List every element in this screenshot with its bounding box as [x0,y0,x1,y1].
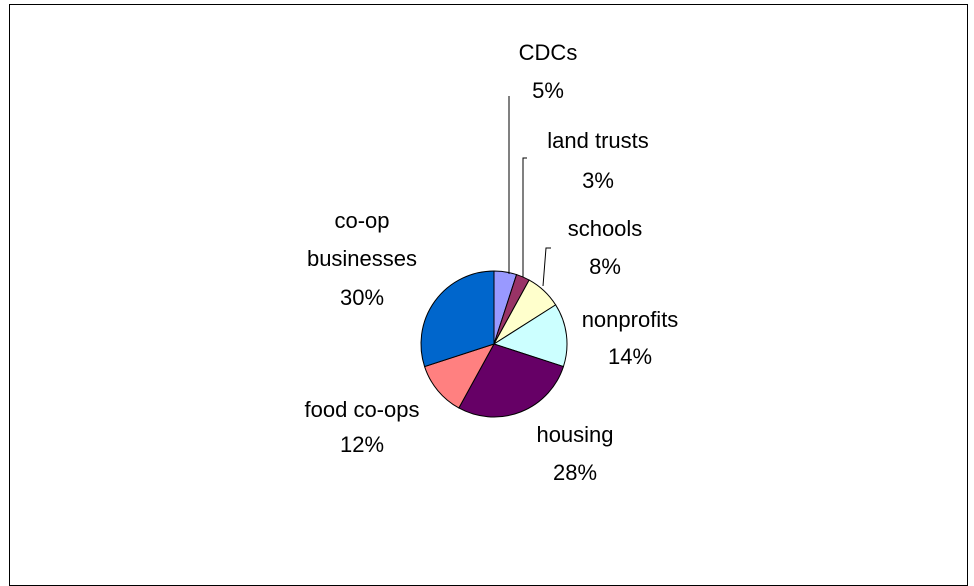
data-label-pct-cdcs: 5% [532,78,564,103]
data-label-food-co-ops: food co-ops [305,397,420,422]
data-label-co-op-businesses: co-op businesses [307,208,417,271]
pie-slice-co-op-businesses [420,270,495,368]
pie-slice-nonprofits [492,304,568,368]
data-label-pct-nonprofits: 14% [608,344,652,369]
data-label-housing: housing [536,422,613,447]
data-label-pct-co-op-businesses: 30% [340,285,384,310]
data-label-schools: schools [568,216,643,241]
data-label-nonprofits: nonprofits [582,307,679,332]
data-label-pct-food-co-ops: 12% [340,432,384,457]
data-label-cdcs: CDCs [519,40,578,65]
data-label-pct-schools: 8% [589,254,621,279]
pie-slice-housing [458,343,565,418]
leader-line-land-trusts [522,157,527,277]
data-label-land-trusts: land trusts [547,128,649,153]
leader-line-schools [542,247,551,287]
data-label-pct-housing: 28% [553,460,597,485]
data-label-pct-land-trusts: 3% [582,168,614,193]
